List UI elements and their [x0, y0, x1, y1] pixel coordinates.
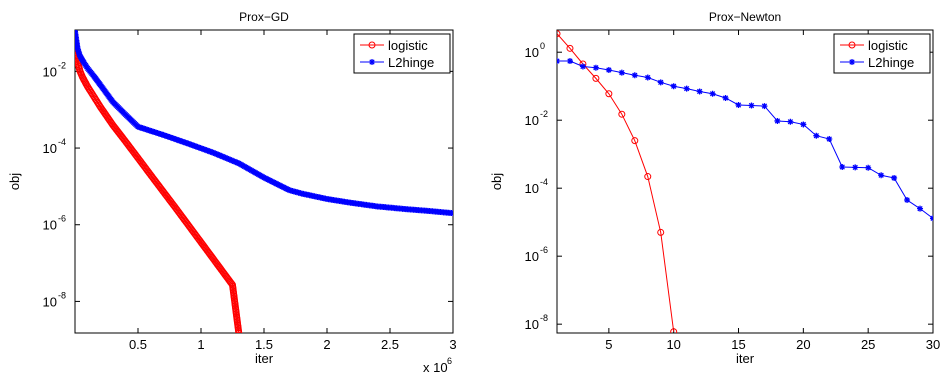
- x-tick-label: 25: [861, 337, 875, 352]
- data-point-L2hinge: [735, 101, 742, 108]
- data-point-L2hinge: [644, 74, 651, 81]
- y-axis-label: obj: [489, 173, 504, 190]
- data-point-L2hinge: [917, 205, 924, 212]
- y-tick-label: 10: [525, 317, 539, 332]
- data-point-logistic: [644, 173, 652, 181]
- legend-box: [833, 33, 931, 74]
- data-point-L2hinge: [800, 121, 807, 128]
- x-tick-label: 0.5: [129, 337, 147, 352]
- y-tick-label: 10: [525, 181, 539, 196]
- y-tick-label: 10: [43, 294, 57, 309]
- data-point-logistic: [618, 110, 626, 118]
- data-point-L2hinge: [657, 79, 664, 86]
- data-point-L2hinge: [579, 63, 586, 70]
- axes-box: [74, 29, 454, 334]
- data-point-L2hinge: [891, 174, 898, 181]
- data-point-L2hinge: [865, 164, 872, 171]
- data-point-L2hinge: [557, 58, 560, 65]
- x-tick-label: 2.5: [381, 337, 399, 352]
- data-point-logistic: [592, 74, 600, 82]
- data-point-L2hinge: [605, 66, 612, 73]
- y-tick-exponent: -2: [58, 60, 66, 70]
- data-point-logistic: [657, 228, 665, 236]
- data-point-L2hinge: [722, 94, 729, 101]
- y-tick-exponent: -6: [540, 245, 548, 255]
- data-point-L2hinge: [852, 164, 859, 171]
- x-tick-label: 1.5: [255, 337, 273, 352]
- data-point-L2hinge: [566, 58, 573, 65]
- data-point-L2hinge: [748, 102, 755, 109]
- y-tick-label: 10: [525, 45, 539, 60]
- data-point-logistic: [235, 329, 243, 333]
- data-point-logistic: [566, 44, 574, 52]
- x-tick-label: 1: [197, 337, 204, 352]
- data-point-L2hinge: [813, 132, 820, 139]
- x-tick-label: 30: [926, 337, 940, 352]
- y-tick-label: 10: [43, 64, 57, 79]
- data-point-L2hinge: [904, 196, 911, 203]
- x-axis-label: iter: [736, 351, 755, 366]
- data-point-L2hinge: [878, 172, 885, 179]
- x-tick-label: 20: [796, 337, 810, 352]
- legend-marker-logistic: [848, 41, 856, 49]
- x-multiplier-exponent: 6: [447, 356, 452, 366]
- data-point-L2hinge: [709, 90, 716, 97]
- y-tick-label: 10: [525, 113, 539, 128]
- data-point-L2hinge: [683, 85, 690, 92]
- axes-box: [556, 29, 934, 334]
- data-point-L2hinge: [696, 88, 703, 95]
- legend-label-L2hinge: L2hinge: [868, 55, 914, 70]
- legend-box: [353, 33, 451, 74]
- x-tick-label: 10: [666, 337, 680, 352]
- x-tick-label: 15: [731, 337, 745, 352]
- y-tick-exponent: -8: [58, 290, 66, 300]
- y-tick-exponent: -4: [540, 177, 548, 187]
- y-tick-label: 10: [43, 218, 57, 233]
- series-L2hinge: [557, 58, 933, 222]
- y-axis-label: obj: [7, 173, 22, 190]
- series-line-logistic: [557, 33, 675, 332]
- data-point-L2hinge: [631, 72, 638, 79]
- data-point-L2hinge: [774, 117, 781, 124]
- y-tick-label: 10: [43, 141, 57, 156]
- series-L2hinge: [75, 30, 453, 217]
- legend-label-logistic: logistic: [388, 38, 428, 53]
- y-tick-exponent: -4: [58, 137, 66, 147]
- y-tick-exponent: -8: [540, 313, 548, 323]
- legend: logistic L2hinge: [833, 33, 931, 74]
- legend-marker-L2hinge: [849, 59, 855, 65]
- data-point-logistic: [605, 90, 613, 98]
- data-point-L2hinge: [930, 215, 933, 222]
- chart-title: Prox−GD: [239, 10, 289, 24]
- data-point-logistic: [631, 137, 639, 145]
- x-tick-label: 2: [323, 337, 330, 352]
- legend: logistic L2hinge: [353, 33, 451, 74]
- x-tick-label: 3: [449, 337, 456, 352]
- data-point-L2hinge: [670, 83, 677, 90]
- y-tick-exponent: 0: [540, 41, 545, 51]
- y-tick-exponent: -2: [540, 109, 548, 119]
- legend-label-L2hinge: L2hinge: [388, 55, 434, 70]
- data-point-L2hinge: [787, 118, 794, 125]
- x-multiplier-label: x 10: [423, 360, 448, 375]
- legend-marker-logistic: [368, 41, 376, 49]
- data-point-L2hinge: [450, 210, 453, 217]
- data-point-L2hinge: [761, 103, 768, 110]
- x-axis-label: iter: [255, 351, 274, 366]
- legend-marker-L2hinge: [369, 59, 375, 65]
- y-tick-label: 10: [525, 249, 539, 264]
- data-point-L2hinge: [592, 64, 599, 71]
- data-point-L2hinge: [826, 135, 833, 142]
- data-point-L2hinge: [618, 69, 625, 76]
- legend-label-logistic: logistic: [868, 38, 908, 53]
- data-point-logistic: [557, 30, 561, 38]
- data-point-logistic: [670, 328, 678, 333]
- chart-title: Prox−Newton: [709, 10, 781, 24]
- y-tick-exponent: -6: [58, 214, 66, 224]
- data-point-L2hinge: [839, 164, 846, 171]
- x-tick-label: 5: [605, 337, 612, 352]
